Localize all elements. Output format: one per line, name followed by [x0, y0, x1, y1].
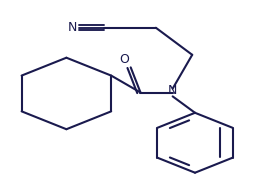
Text: N: N — [168, 84, 177, 97]
Text: O: O — [119, 53, 129, 66]
Text: N: N — [67, 21, 77, 34]
